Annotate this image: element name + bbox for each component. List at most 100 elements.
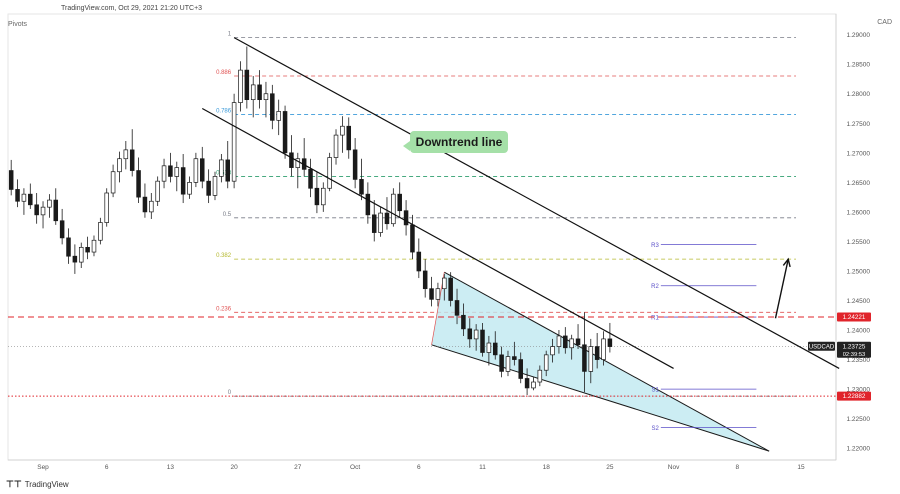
candle-body — [327, 157, 332, 189]
tradingview-logo[interactable]: ⊤⊤ TradingView — [6, 479, 69, 490]
candle-body — [537, 369, 543, 383]
fib-level-label: 0.786 — [216, 108, 232, 114]
candle-body — [117, 158, 122, 173]
candle-body — [149, 200, 154, 213]
candle-body — [180, 167, 186, 195]
candle-body — [289, 152, 294, 168]
candle-body — [78, 246, 84, 263]
candle-body — [543, 354, 549, 371]
price-tick-label: 1.26500 — [847, 180, 871, 187]
candle-body — [442, 277, 447, 290]
candle-body — [416, 251, 422, 272]
price-tick-label: 1.22000 — [847, 446, 871, 453]
candle-body — [40, 206, 46, 216]
candle-body — [594, 346, 600, 360]
candle-body — [492, 342, 498, 356]
candle-body — [378, 212, 383, 233]
candle-body — [276, 111, 281, 121]
candle-body — [91, 239, 97, 253]
candle-body — [410, 224, 415, 253]
symbol-tag-bg — [808, 341, 835, 351]
candle-body — [123, 149, 129, 160]
candle-body — [569, 338, 574, 349]
candle-body — [556, 335, 562, 347]
pivot-level-label: S1 — [652, 388, 660, 394]
candle-body — [333, 134, 339, 158]
candle-body — [257, 84, 262, 101]
candle-body — [98, 222, 103, 241]
candle-body — [371, 214, 377, 233]
currency-label: CAD — [877, 19, 892, 26]
time-tick-label: 27 — [294, 464, 302, 471]
downtrend-line-lower — [201, 107, 674, 369]
candle-body — [454, 300, 460, 316]
fib-level-label: 1 — [228, 32, 232, 38]
fib-level-label: 0 — [228, 390, 232, 396]
downtrend-line-callout: Downtrend line — [403, 131, 508, 153]
candle-body — [391, 193, 396, 225]
fib-level-label: 0.886 — [216, 70, 232, 76]
candle-body — [193, 158, 199, 183]
time-tick-label: 20 — [230, 464, 238, 471]
candle-body — [422, 270, 428, 290]
candle-body — [346, 125, 352, 151]
candle-body — [136, 170, 141, 198]
candle-body — [200, 158, 205, 182]
plot-area — [7, 13, 837, 461]
candle-body — [518, 359, 523, 379]
time-tick-label: 11 — [479, 464, 486, 471]
time-tick-label: 6 — [417, 464, 421, 471]
candle-body — [129, 149, 135, 171]
price-tick-label: 1.24500 — [847, 298, 871, 305]
pivot-level-label: R2 — [651, 284, 659, 290]
candle-body — [206, 180, 211, 196]
candle-body — [263, 93, 269, 101]
candle-body — [244, 69, 250, 101]
time-tick-label: 18 — [543, 464, 551, 471]
candle-body — [575, 338, 581, 346]
candle-body — [308, 169, 313, 189]
pivot-level-label: R3 — [651, 243, 659, 249]
candle-body — [365, 193, 371, 216]
candle-body — [161, 165, 167, 182]
candle-body — [187, 182, 192, 195]
time-tick-label: 25 — [606, 464, 614, 471]
time-tick-label: Oct — [350, 464, 360, 471]
candle-body — [340, 125, 345, 136]
candle-body — [47, 199, 52, 208]
wedge-lower-line — [431, 344, 770, 452]
price-tick-label: 1.23000 — [847, 387, 871, 394]
price-tick-label: 1.28000 — [847, 91, 871, 98]
candle-body — [435, 288, 441, 300]
candle-body — [359, 179, 364, 195]
price-tick-label: 1.29000 — [847, 32, 871, 39]
price-tick-label: 1.28500 — [847, 62, 871, 69]
candle-body — [486, 342, 492, 353]
candle-body — [601, 338, 606, 360]
price-tick-label: 1.25500 — [847, 239, 871, 246]
candle-body — [168, 165, 173, 177]
candle-body — [282, 111, 288, 154]
price-tick-label: 1.27500 — [847, 121, 871, 128]
candle-body — [397, 193, 402, 212]
symbol-tag: USDCAD — [809, 344, 835, 350]
candle-body — [499, 354, 504, 372]
wedge-upper-line — [444, 271, 770, 452]
candle-body — [531, 381, 536, 389]
candle-body — [588, 346, 594, 372]
last-price-tag: 1.23725 — [843, 343, 866, 350]
candle-body — [461, 314, 466, 330]
candle-body — [270, 93, 275, 121]
time-tick-label: Nov — [668, 464, 680, 471]
last-price-tag-countdown: 02:39:53 — [843, 352, 866, 358]
candle-body — [314, 187, 320, 206]
candle-body — [524, 378, 530, 389]
candle-body — [582, 344, 587, 372]
key-level-tag: 1.24221 — [843, 314, 866, 321]
pivot-level-label: S2 — [652, 426, 660, 432]
price-tick-label: 1.23500 — [847, 357, 871, 364]
candle-body — [473, 329, 479, 340]
fib-level-label: 0.5 — [223, 212, 232, 218]
fib-level-label: 0.382 — [216, 253, 232, 259]
